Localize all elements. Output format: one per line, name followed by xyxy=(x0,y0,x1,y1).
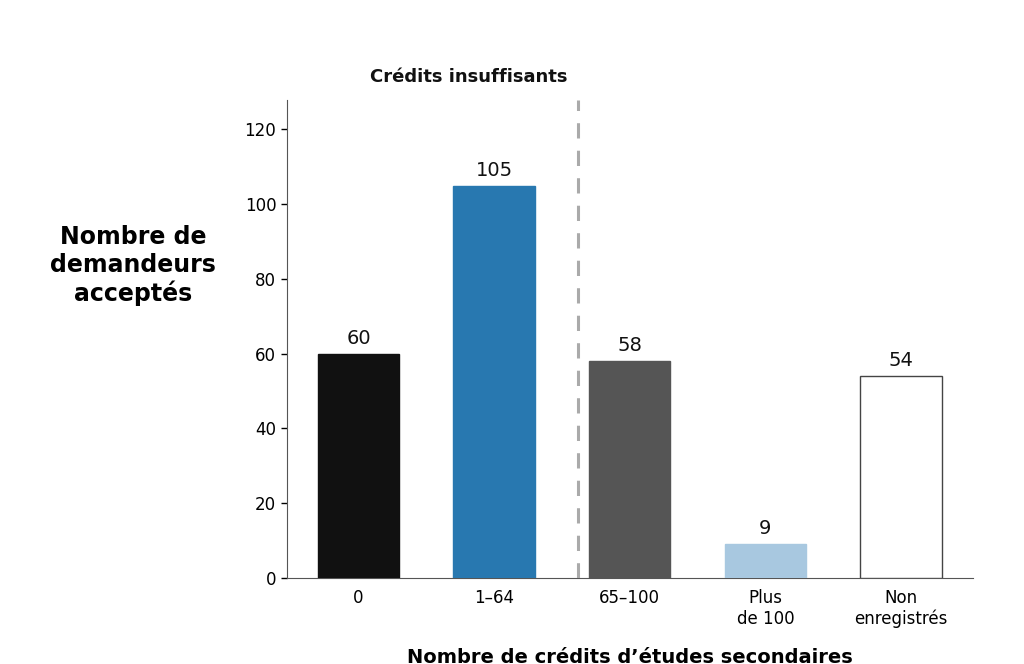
Text: 9: 9 xyxy=(759,519,771,539)
Text: Nombre de
demandeurs
acceptés: Nombre de demandeurs acceptés xyxy=(50,225,216,306)
Text: Crédits insuffisants: Crédits insuffisants xyxy=(370,68,567,86)
Bar xyxy=(454,185,535,578)
Bar xyxy=(589,361,671,578)
Text: 54: 54 xyxy=(889,351,913,371)
Bar xyxy=(317,353,399,578)
Bar xyxy=(725,544,806,578)
Text: 58: 58 xyxy=(617,337,642,355)
Text: 60: 60 xyxy=(346,329,371,348)
Bar xyxy=(860,376,942,578)
X-axis label: Nombre de crédits d’études secondaires: Nombre de crédits d’études secondaires xyxy=(407,647,853,664)
Text: 105: 105 xyxy=(475,161,513,180)
